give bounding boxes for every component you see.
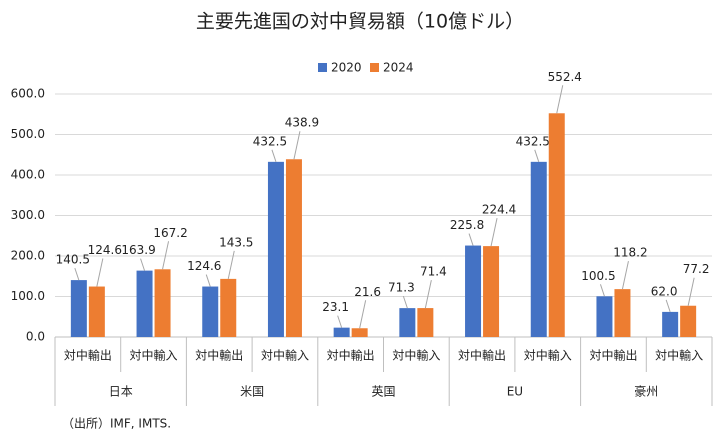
- bar: [662, 311, 679, 337]
- data-label: 100.5: [581, 269, 615, 283]
- data-label: 77.2: [683, 262, 710, 276]
- bar: [70, 280, 87, 337]
- leader-line: [468, 233, 474, 246]
- x-tick-label: 対中輸出: [64, 348, 112, 363]
- data-label: 71.3: [388, 281, 415, 295]
- bar: [680, 305, 697, 337]
- bar: [483, 246, 500, 337]
- bar: [351, 328, 368, 337]
- leader-line: [621, 261, 629, 290]
- bar: [465, 245, 482, 337]
- chart-title: 主要先進国の対中貿易額（10億ドル）: [196, 11, 524, 33]
- leader-line: [687, 277, 695, 306]
- x-tick-label: 対中輸入: [261, 348, 309, 363]
- leader-line: [424, 279, 432, 309]
- group-label: 豪州: [634, 384, 658, 399]
- data-label: 71.4: [420, 265, 447, 279]
- bar: [136, 270, 153, 337]
- x-tick-label: 対中輸出: [195, 348, 243, 363]
- data-label: 552.4: [548, 70, 582, 84]
- leader-line: [140, 258, 146, 271]
- leader-line: [556, 85, 564, 114]
- bar: [333, 327, 350, 337]
- leader-line: [599, 284, 605, 297]
- legend-label: 2024: [383, 61, 414, 75]
- bar: [417, 308, 434, 337]
- bar: [530, 161, 547, 337]
- y-tick-label: 0.0: [26, 330, 45, 344]
- leader-line: [534, 149, 540, 162]
- x-tick-label: 対中輸入: [655, 348, 703, 363]
- leader-line: [337, 315, 343, 328]
- leader-line: [96, 258, 104, 287]
- group-label: EU: [507, 385, 523, 399]
- data-label: 140.5: [56, 253, 90, 267]
- y-tick-label: 200.0: [11, 249, 45, 263]
- data-label: 143.5: [219, 235, 253, 249]
- bar: [88, 286, 105, 337]
- bar: [548, 113, 565, 337]
- bar: [285, 159, 302, 337]
- source-note: （出所）IMF, IMTS.: [62, 417, 171, 431]
- legend-swatch: [370, 63, 379, 72]
- data-label: 124.6: [187, 259, 221, 273]
- leader-line: [227, 250, 235, 279]
- leader-line: [74, 267, 80, 281]
- x-tick-label: 対中輸出: [458, 348, 506, 363]
- leader-line: [293, 131, 301, 160]
- group-label: 英国: [371, 385, 395, 399]
- bar: [267, 161, 284, 337]
- y-tick-label: 300.0: [11, 208, 45, 222]
- data-label: 432.5: [253, 134, 287, 148]
- data-label: 163.9: [121, 243, 155, 257]
- x-tick-label: 対中輸出: [327, 348, 375, 363]
- data-label: 124.6: [88, 243, 122, 257]
- y-tick-label: 100.0: [11, 289, 45, 303]
- y-tick-label: 400.0: [11, 168, 45, 182]
- data-label: 438.9: [285, 116, 319, 130]
- leader-line: [665, 299, 671, 313]
- leader-line: [271, 149, 277, 162]
- data-label: 21.6: [354, 285, 381, 299]
- y-tick-label: 600.0: [11, 87, 45, 101]
- bar: [202, 286, 219, 337]
- leader-line: [162, 241, 170, 270]
- leader-line: [359, 300, 367, 329]
- data-label: 62.0: [651, 284, 678, 298]
- x-tick-label: 対中輸入: [524, 348, 572, 363]
- x-tick-label: 対中輸出: [589, 348, 637, 363]
- group-label: 日本: [109, 385, 133, 399]
- legend-swatch: [318, 63, 327, 72]
- data-label: 432.5: [516, 134, 550, 148]
- legend-label: 2020: [331, 61, 362, 75]
- bar: [220, 278, 237, 337]
- bar: [154, 269, 171, 337]
- group-label: 米国: [240, 385, 264, 399]
- bar: [596, 296, 613, 337]
- data-label: 23.1: [322, 300, 349, 314]
- leader-line: [490, 218, 498, 247]
- bar: [399, 308, 416, 337]
- bar: [614, 289, 631, 337]
- leader-line: [205, 274, 211, 287]
- x-tick-label: 対中輸入: [392, 348, 440, 363]
- data-label: 224.4: [482, 203, 516, 217]
- data-label: 118.2: [613, 246, 647, 260]
- data-label: 167.2: [153, 226, 187, 240]
- leader-line: [402, 295, 408, 309]
- x-tick-label: 対中輸入: [130, 348, 178, 363]
- y-tick-label: 500.0: [11, 127, 45, 141]
- data-label: 225.8: [450, 218, 484, 232]
